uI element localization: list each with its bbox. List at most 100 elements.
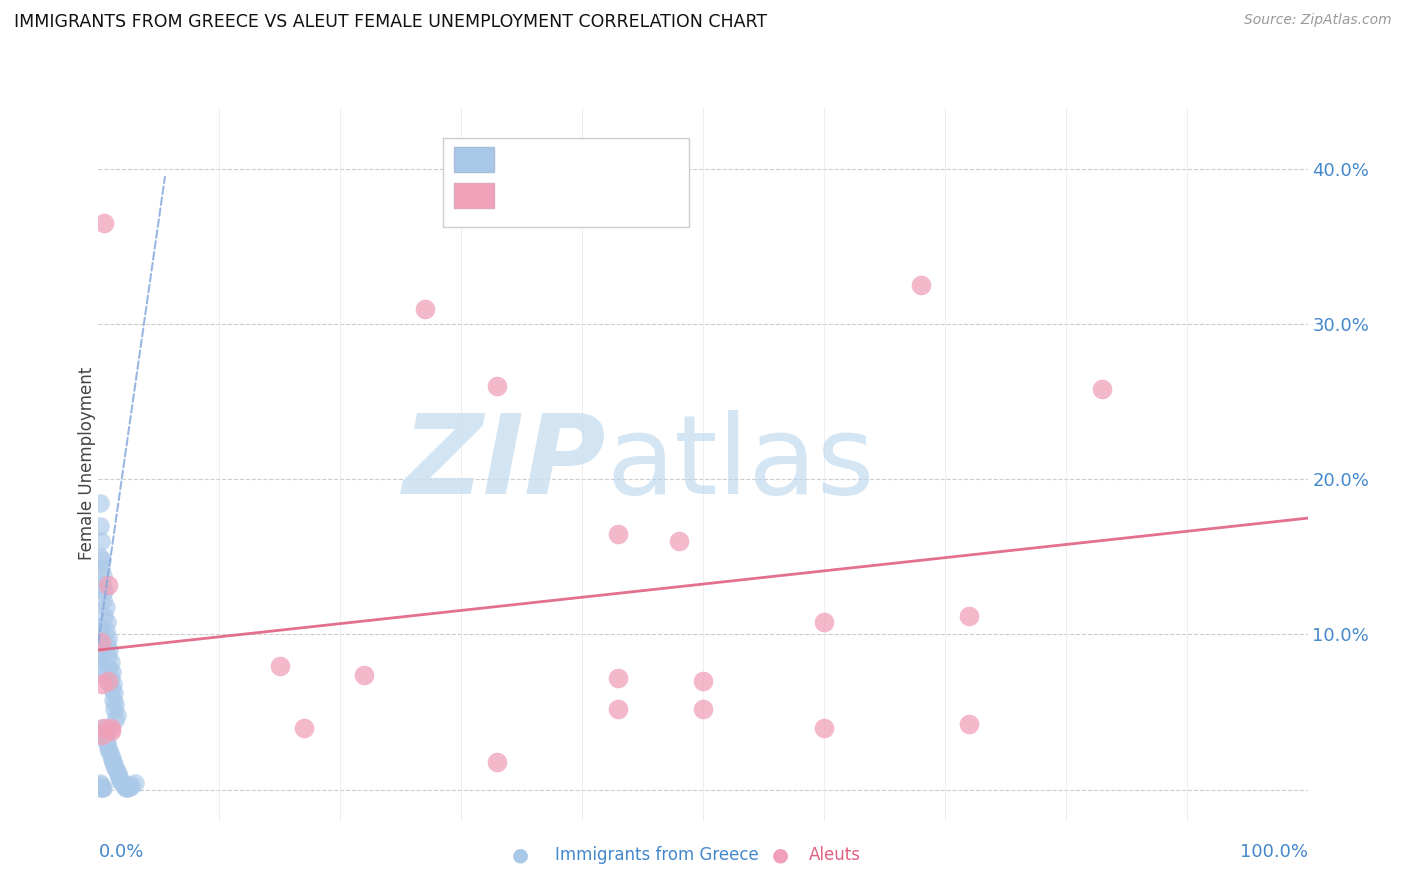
Point	[93, 584, 115, 599]
Point	[100, 748, 122, 763]
Point	[103, 757, 125, 772]
Text: ●: ●	[772, 845, 789, 864]
Point	[103, 686, 125, 700]
Text: Source: ZipAtlas.com: Source: ZipAtlas.com	[1244, 13, 1392, 28]
Point	[89, 650, 111, 665]
Point	[90, 534, 112, 549]
Point	[97, 673, 120, 688]
Point	[93, 608, 115, 623]
Point	[813, 721, 835, 735]
Point	[90, 778, 112, 792]
Point	[93, 721, 115, 735]
Point	[89, 658, 111, 673]
Point	[692, 673, 714, 688]
Point	[108, 770, 131, 784]
Point	[89, 646, 111, 660]
Point	[110, 775, 132, 789]
Point	[100, 721, 122, 735]
Point	[413, 301, 436, 316]
Point	[91, 677, 114, 691]
Point	[91, 721, 114, 735]
Point	[103, 702, 125, 716]
Point	[607, 702, 630, 716]
Point	[91, 723, 114, 738]
Point	[96, 736, 118, 750]
Point	[104, 698, 127, 712]
Point	[100, 681, 122, 696]
Point	[112, 778, 135, 792]
Point	[91, 553, 114, 567]
Point	[89, 776, 111, 790]
Point	[89, 635, 111, 649]
Point	[96, 615, 118, 629]
Y-axis label: Female Unemployment: Female Unemployment	[79, 368, 96, 560]
Point	[97, 740, 120, 755]
Point	[486, 755, 509, 769]
Text: ZIP: ZIP	[402, 410, 606, 517]
Text: IMMIGRANTS FROM GREECE VS ALEUT FEMALE UNEMPLOYMENT CORRELATION CHART: IMMIGRANTS FROM GREECE VS ALEUT FEMALE U…	[14, 13, 768, 31]
Point	[910, 278, 932, 293]
Point	[98, 662, 121, 676]
Point	[96, 637, 118, 651]
Point	[957, 717, 980, 731]
Point	[107, 767, 129, 781]
Point	[91, 578, 114, 592]
Point	[486, 379, 509, 393]
Text: Immigrants from Greece: Immigrants from Greece	[555, 846, 759, 863]
Point	[101, 677, 124, 691]
Point	[124, 776, 146, 790]
Point	[692, 702, 714, 716]
Point	[91, 593, 114, 607]
Point	[91, 568, 114, 582]
Point	[114, 780, 136, 794]
Point	[607, 526, 630, 541]
Point	[118, 780, 141, 794]
Point	[90, 562, 112, 576]
Point	[269, 658, 291, 673]
Point	[1091, 383, 1114, 397]
Point	[100, 723, 122, 738]
Point	[120, 778, 142, 792]
Point	[104, 761, 127, 775]
Point	[101, 692, 124, 706]
Point	[105, 708, 128, 723]
Text: ●: ●	[512, 845, 529, 864]
Point	[89, 519, 111, 533]
Text: N = 72: N = 72	[609, 151, 676, 169]
Point	[115, 780, 138, 795]
Point	[100, 751, 122, 765]
Text: 0.0%: 0.0%	[98, 843, 143, 861]
Point	[108, 773, 131, 788]
Point	[105, 764, 128, 778]
Point	[89, 666, 111, 681]
Point	[89, 549, 111, 564]
Point	[89, 780, 111, 794]
Point	[353, 668, 375, 682]
Point	[100, 671, 122, 685]
Point	[101, 755, 124, 769]
Point	[98, 744, 121, 758]
Point	[97, 631, 120, 645]
Text: Aleuts: Aleuts	[808, 846, 860, 863]
Point	[91, 728, 114, 742]
Point	[607, 671, 630, 685]
Point	[91, 780, 114, 795]
Point	[813, 615, 835, 629]
Text: R = 0.212: R = 0.212	[502, 186, 592, 204]
Point	[668, 534, 690, 549]
Point	[97, 578, 120, 592]
Text: atlas: atlas	[606, 410, 875, 517]
Point	[97, 649, 120, 664]
Text: 100.0%: 100.0%	[1240, 843, 1308, 861]
Point	[98, 643, 121, 657]
Point	[89, 495, 111, 509]
Point	[94, 599, 117, 614]
Point	[117, 780, 139, 795]
Point	[957, 608, 980, 623]
Point	[93, 728, 115, 742]
Point	[94, 624, 117, 639]
Point	[90, 780, 112, 795]
Point	[111, 776, 134, 790]
Point	[89, 620, 111, 634]
Point	[93, 216, 115, 230]
